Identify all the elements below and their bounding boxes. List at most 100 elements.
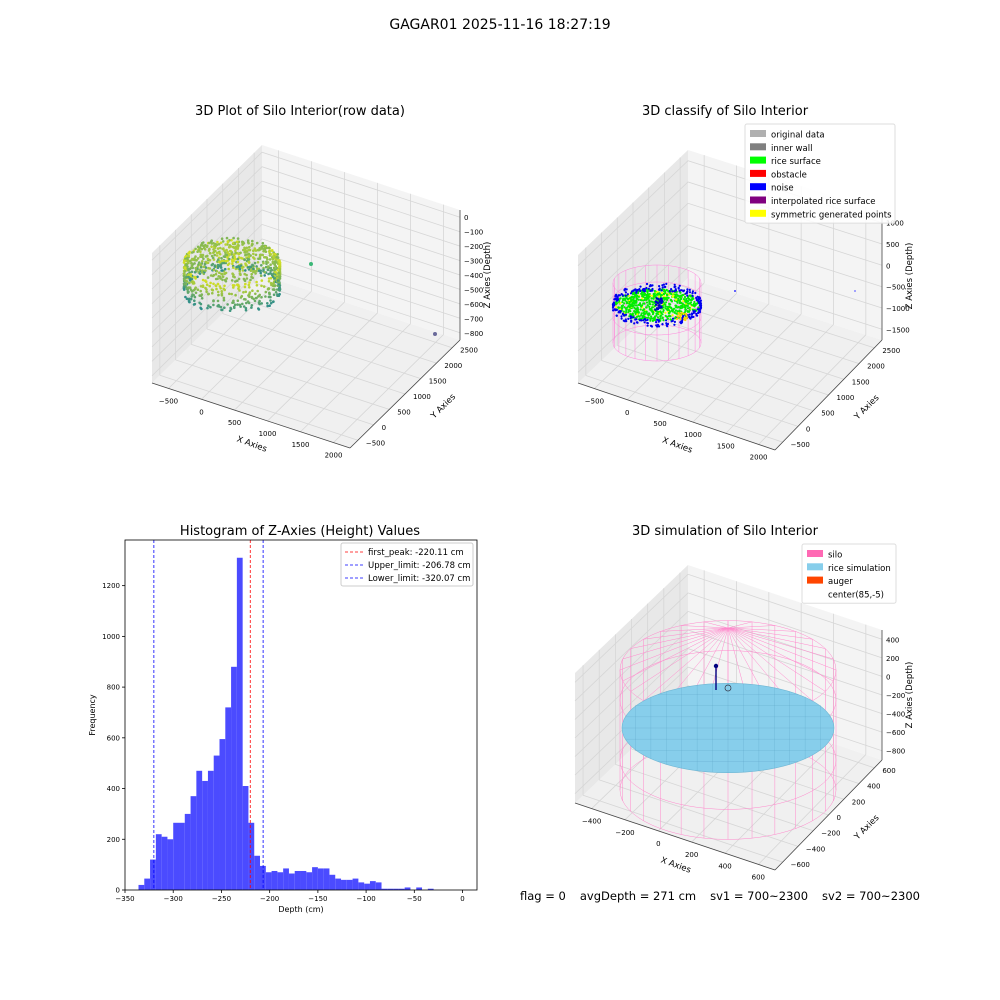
point-cloud-dot: [244, 308, 248, 312]
rice-surface-point: [668, 305, 671, 309]
noise-point: [646, 324, 649, 327]
noise-point: [657, 325, 661, 328]
rice-surface-point: [686, 307, 690, 310]
point-cloud-dot: [276, 253, 280, 256]
point-cloud-dot: [266, 304, 269, 308]
noise-point: [695, 314, 698, 317]
z-axis-label: Z Axies (Depth): [905, 662, 915, 729]
rice-surface-point: [659, 315, 662, 318]
rice-surface-point: [683, 295, 687, 299]
point-cloud-dot: [184, 254, 188, 258]
legend-swatch: [750, 143, 766, 151]
auger-marker: [724, 684, 732, 692]
rice-surface-point: [634, 304, 637, 307]
rice-surface-point: [638, 315, 641, 318]
point-cloud-dot: [226, 240, 230, 243]
point-cloud-dot: [232, 275, 235, 278]
point-cloud-dot: [192, 288, 196, 292]
histogram-bar: [404, 887, 411, 890]
rice-surface-point: [693, 300, 696, 304]
point-cloud-dot: [264, 290, 268, 294]
noise-point: [688, 288, 691, 291]
histogram-bar: [248, 822, 255, 890]
point-cloud-dot: [265, 260, 268, 264]
point-cloud-dot: [208, 251, 212, 255]
point-cloud-dot: [241, 269, 245, 272]
point-cloud-dot: [196, 245, 200, 249]
noise-point: [633, 322, 636, 325]
panel2-legend: original data inner wall rice surface obsta…: [744, 123, 896, 224]
noise-point: [649, 324, 653, 327]
z-tick-label: −100: [464, 229, 483, 237]
x-axis-label: Depth (cm): [278, 905, 323, 914]
z-tick-label: 0: [464, 214, 468, 222]
rice-surface-point: [656, 316, 660, 319]
histogram-bar: [329, 874, 336, 890]
x-axis-line: [577, 382, 776, 451]
point-cloud-dot: [232, 236, 235, 240]
point-cloud-dot: [228, 249, 232, 253]
legend-swatch: [750, 196, 766, 204]
y-gridline: [206, 328, 406, 395]
plot-frame: [124, 539, 478, 891]
point-cloud-dot: [244, 306, 248, 310]
z-tick-label: −400: [886, 711, 905, 719]
point-cloud-dot: [220, 294, 224, 297]
point-cloud-dot: [226, 303, 229, 306]
z-gridline: [151, 223, 461, 333]
point-cloud-dot: [236, 265, 240, 268]
silo-roof-line: [643, 627, 729, 640]
point-cloud-dot: [242, 305, 246, 308]
noise-point: [673, 283, 676, 286]
point-cloud-dot: [261, 253, 265, 257]
z-tick-label: 400: [886, 636, 899, 644]
point-cloud-dot: [233, 303, 237, 307]
point-cloud-dot: [254, 272, 257, 275]
rice-surface-point: [637, 303, 640, 306]
rice-surface-point: [666, 317, 669, 320]
noise-point: [656, 307, 660, 311]
x-tick-label: −150: [308, 895, 327, 903]
noise-point: [625, 320, 628, 323]
rice-surface-point: [650, 315, 653, 318]
y-axis-label: Y Axies: [852, 813, 882, 843]
point-cloud-dot: [237, 277, 241, 281]
rice-surface-point: [636, 313, 639, 316]
noise-point: [617, 294, 621, 297]
y-tick-label: 1200: [102, 582, 120, 590]
rice-surface-point: [683, 306, 686, 309]
point-cloud-dot: [194, 286, 197, 290]
point-cloud-dot: [212, 299, 215, 302]
point-cloud-dot: [194, 247, 197, 251]
rice-surface-point: [663, 303, 666, 306]
legend-label: noise: [771, 184, 794, 194]
point-cloud-dot: [218, 251, 221, 255]
legend-label: center(85,-5): [828, 590, 884, 600]
symmetric-point: [676, 315, 679, 318]
noise-point: [643, 321, 646, 324]
rice-surface-point: [655, 314, 658, 317]
noise-point: [623, 288, 626, 291]
point-cloud-dot: [198, 268, 201, 272]
point-cloud-dot: [248, 266, 252, 269]
y-tick-label: 600: [107, 734, 120, 742]
rice-surface-point: [640, 292, 643, 295]
noise-point: [655, 297, 658, 300]
noise-point: [612, 309, 615, 312]
noise-point: [624, 313, 628, 316]
point-cloud-dot: [258, 257, 262, 260]
histogram-bar: [277, 872, 284, 890]
rice-surface-point: [688, 294, 691, 297]
noise-point: [647, 287, 650, 290]
panel4-axes: −400−2000200400600−600−400−2000200400600…: [574, 543, 915, 881]
legend-frame: [801, 543, 897, 604]
rice-surface-point: [642, 308, 646, 311]
noise-point: [643, 317, 647, 321]
point-cloud-dot: [242, 248, 245, 252]
noise-point: [693, 310, 696, 313]
point-cloud-dot: [266, 268, 270, 272]
point-cloud-dot: [247, 283, 251, 287]
rice-surface-point: [655, 312, 659, 315]
z-gridline: [151, 151, 461, 261]
point-cloud-dot: [194, 255, 197, 258]
